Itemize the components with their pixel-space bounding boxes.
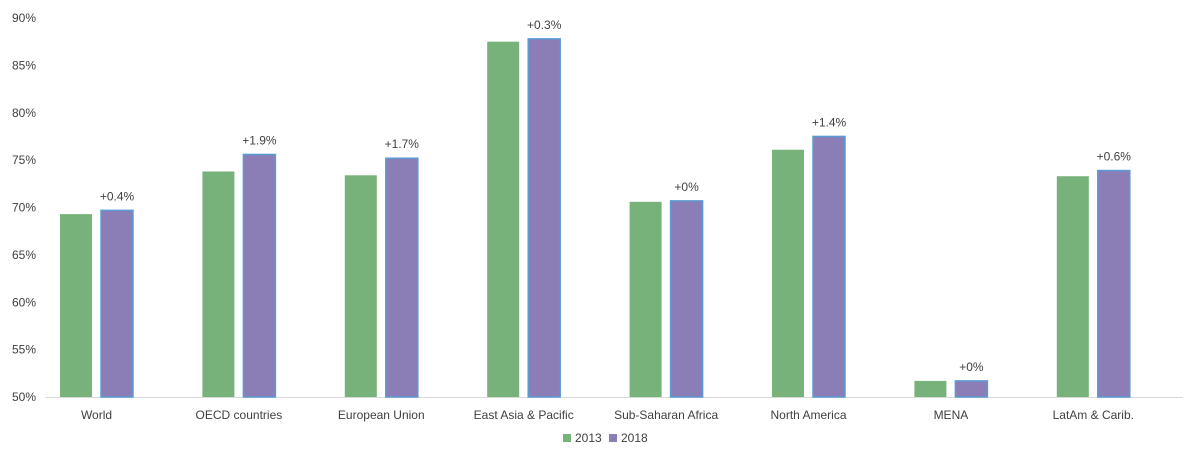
data-labels: +0.4% +1.9% +1.7% +0.3% +0% +1.4% +0% +0.6%: [100, 18, 1131, 374]
y-tick-label: 50%: [12, 390, 36, 404]
x-tick-label: MENA: [934, 408, 969, 422]
legend-swatch-2013: [563, 434, 571, 442]
y-axis: 50% 55% 60% 65% 70% 75% 80% 85% 90%: [12, 11, 36, 404]
bar-2013: [202, 171, 235, 397]
change-label: +0.4%: [100, 189, 135, 203]
x-tick-label: LatAm & Carib.: [1053, 408, 1134, 422]
x-tick-label: East Asia & Pacific: [474, 408, 574, 422]
change-label: +0.3%: [527, 18, 562, 32]
bar-2018: [527, 38, 561, 398]
bar-2013: [487, 41, 520, 397]
y-tick-label: 80%: [12, 106, 36, 120]
x-tick-label: Sub-Saharan Africa: [614, 408, 718, 422]
change-label: +0.6%: [1097, 150, 1132, 164]
bar-2018: [812, 135, 846, 398]
legend-label-2013: 2013: [575, 431, 602, 445]
legend-swatch-2018: [609, 434, 617, 442]
x-tick-label: European Union: [338, 408, 425, 422]
bar-2018: [669, 200, 704, 398]
bar-2018: [1097, 169, 1131, 398]
bar-2018: [242, 153, 277, 398]
bar-2013: [914, 380, 947, 397]
y-tick-label: 85%: [12, 58, 36, 72]
bar-2013: [344, 175, 377, 397]
x-tick-label: World: [81, 408, 112, 422]
change-label: +1.9%: [242, 133, 277, 147]
x-tick-label: North America: [770, 408, 846, 422]
y-tick-label: 65%: [12, 248, 36, 262]
change-label: +1.4%: [812, 115, 847, 129]
y-tick-label: 75%: [12, 153, 36, 167]
bar-2018: [100, 209, 134, 398]
bar-2013: [60, 214, 92, 397]
change-label: +1.7%: [385, 137, 420, 151]
bar-2018: [954, 380, 989, 398]
change-label: +0%: [674, 180, 699, 194]
y-tick-label: 70%: [12, 201, 36, 215]
bar-2013: [629, 201, 662, 397]
bars: [60, 38, 1131, 398]
legend: 2013 2018: [563, 431, 648, 445]
legend-label-2018: 2018: [621, 431, 648, 445]
y-tick-label: 60%: [12, 295, 36, 309]
category-labels: World OECD countries European Union East As…: [81, 408, 1134, 422]
bar-2018: [385, 157, 419, 398]
y-tick-label: 90%: [12, 11, 36, 25]
y-tick-label: 55%: [12, 343, 36, 357]
bar-2013: [1056, 176, 1089, 397]
change-label: +0%: [959, 360, 984, 374]
bar-2013: [772, 149, 804, 397]
x-tick-label: OECD countries: [196, 408, 283, 422]
